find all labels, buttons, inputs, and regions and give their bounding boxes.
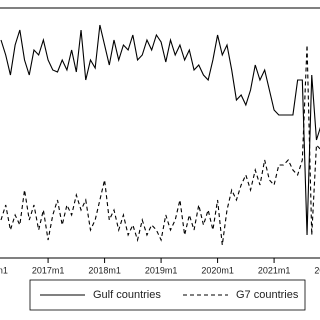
legend-label: G7 countries bbox=[236, 289, 299, 301]
x-tick-label: 2019m1 bbox=[145, 265, 178, 275]
x-tick-label: 2016m1 bbox=[0, 265, 8, 275]
x-tick-label: 2021m1 bbox=[258, 265, 291, 275]
x-tick-label: 2017m1 bbox=[32, 265, 65, 275]
legend-label: Gulf countries bbox=[93, 289, 161, 301]
x-tick-label: 2018m1 bbox=[88, 265, 121, 275]
x-tick-label: 2020m1 bbox=[201, 265, 234, 275]
series-line bbox=[0, 44, 320, 246]
x-tick-label: 2022m1 bbox=[314, 265, 320, 275]
plot-frame bbox=[0, 7, 320, 259]
series-line bbox=[0, 24, 320, 236]
